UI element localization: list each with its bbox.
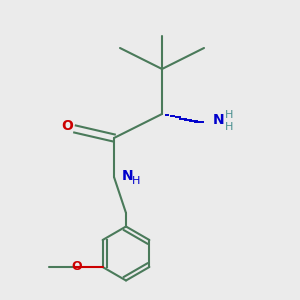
Text: N: N <box>213 113 225 127</box>
Text: O: O <box>61 119 74 133</box>
Text: H: H <box>225 122 234 133</box>
Text: H: H <box>132 176 141 187</box>
Text: O: O <box>72 260 83 274</box>
Text: N: N <box>122 169 133 182</box>
Text: H: H <box>225 110 234 121</box>
